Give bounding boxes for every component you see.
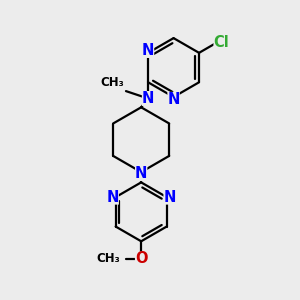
Text: CH₃: CH₃ <box>97 252 121 266</box>
Text: N: N <box>135 166 147 181</box>
Text: Cl: Cl <box>213 35 229 50</box>
Text: N: N <box>142 91 154 106</box>
Text: N: N <box>167 92 180 107</box>
Text: N: N <box>164 190 176 205</box>
Text: N: N <box>142 43 154 58</box>
Text: O: O <box>135 251 147 266</box>
Text: N: N <box>106 190 119 205</box>
Text: CH₃: CH₃ <box>101 76 124 89</box>
